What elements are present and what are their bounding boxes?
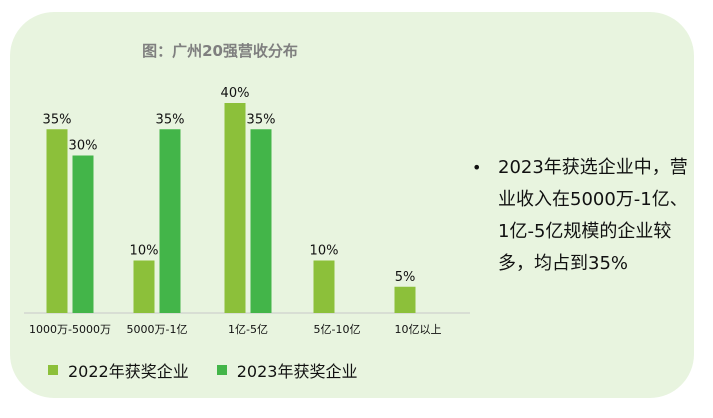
data-label-2022-0: 35%: [43, 112, 72, 127]
legend: 2022年获奖企业 2023年获奖企业: [48, 358, 385, 382]
data-label-2022-3: 10%: [310, 244, 339, 259]
legend-item-2022: 2022年获奖企业: [48, 358, 189, 382]
bar-2023-1: [159, 129, 181, 313]
bar-2022-2: [224, 103, 246, 313]
bar-2022-1: [133, 260, 155, 313]
category-label-2: 1亿-5亿: [228, 323, 268, 336]
data-label-2023-2: 35%: [247, 112, 276, 127]
category-label-1: 5000万-1亿: [127, 323, 188, 336]
data-label-2023-1: 35%: [156, 112, 185, 127]
legend-swatch-2022: [48, 365, 58, 375]
bar-2023-2: [250, 129, 272, 313]
category-labels: 1000万-5000万 5000万-1亿 1亿-5亿 5亿-10亿 10亿以上: [29, 323, 441, 336]
data-label-2022-4: 5%: [395, 270, 416, 285]
chart-panel: [10, 12, 694, 398]
data-label-2022-2: 40%: [221, 86, 250, 101]
bar-2023-0: [72, 155, 94, 313]
category-label-0: 1000万-5000万: [29, 323, 111, 336]
category-label-4: 10亿以上: [395, 323, 442, 336]
bar-2022-0: [46, 129, 68, 313]
bar-2022-4: [394, 286, 416, 313]
summary-note: • 2023年获选企业中，营业收入在5000万-1亿、1亿-5亿规模的企业较多，…: [472, 152, 690, 280]
summary-text: 2023年获选企业中，营业收入在5000万-1亿、1亿-5亿规模的企业较多，均占…: [498, 157, 688, 274]
legend-swatch-2023: [216, 365, 227, 375]
legend-item-2023: 2023年获奖企业: [216, 358, 358, 382]
category-label-3: 5亿-10亿: [314, 323, 361, 336]
data-label-2022-1: 10%: [130, 244, 159, 259]
legend-label-2023: 2023年获奖企业: [236, 362, 358, 381]
chart-title: 图：广州20强营收分布: [142, 42, 298, 60]
data-label-2023-0: 30%: [69, 139, 98, 154]
bullet-marker: •: [472, 158, 482, 177]
bars-group: 35% 30% 10% 35% 40% 35% 10% 5%: [43, 86, 416, 313]
legend-label-2022: 2022年获奖企业: [68, 362, 189, 381]
bar-2022-3: [313, 260, 335, 313]
